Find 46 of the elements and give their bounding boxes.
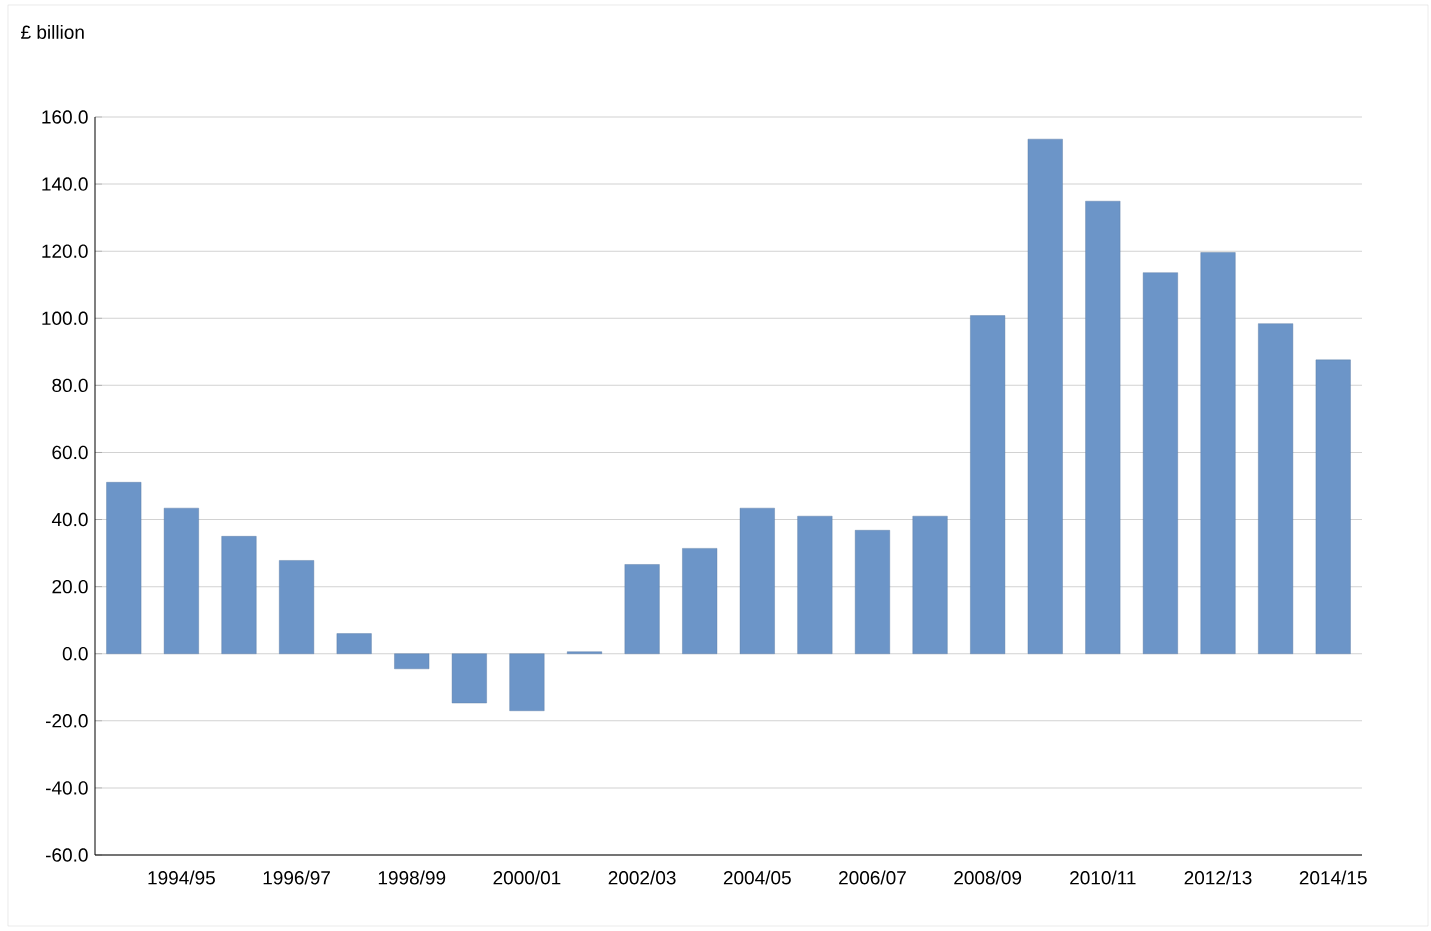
y-tick-label: 80.0 bbox=[52, 378, 88, 393]
x-tick-label: 1998/99 bbox=[378, 870, 446, 885]
bar bbox=[1027, 138, 1063, 654]
bar bbox=[509, 653, 545, 711]
y-tick-label: 20.0 bbox=[52, 579, 88, 594]
x-tick-label: 2006/07 bbox=[839, 870, 906, 885]
bar bbox=[451, 653, 487, 704]
y-tick-label: 0.0 bbox=[62, 647, 88, 661]
bar bbox=[1200, 252, 1236, 654]
bar bbox=[106, 482, 142, 654]
y-tick-label: 40.0 bbox=[51, 512, 88, 527]
x-tick-label: 2008/09 bbox=[954, 870, 1022, 885]
y-tick-label: 100.0 bbox=[42, 311, 88, 325]
bar bbox=[221, 536, 257, 654]
y-tick-label: 160.0 bbox=[42, 110, 88, 124]
x-tick-label: 1996/97 bbox=[263, 870, 330, 885]
bar bbox=[1258, 323, 1294, 654]
bar bbox=[970, 315, 1006, 654]
x-tick-label: 2000/01 bbox=[493, 870, 561, 885]
x-tick-label: 2004/05 bbox=[723, 870, 791, 885]
x-tick-label: 1994/95 bbox=[148, 870, 215, 885]
bar bbox=[394, 653, 430, 670]
y-tick-label: -20.0 bbox=[46, 714, 88, 728]
bar bbox=[1085, 200, 1121, 654]
bar bbox=[912, 515, 948, 654]
bar bbox=[163, 507, 199, 654]
bar bbox=[855, 530, 890, 654]
bar bbox=[797, 515, 833, 654]
y-tick-label: -40.0 bbox=[46, 781, 88, 795]
bar bbox=[624, 564, 660, 654]
bar bbox=[279, 560, 315, 654]
bar bbox=[1315, 359, 1351, 654]
y-tick-label: 140.0 bbox=[42, 177, 88, 191]
bar bbox=[682, 548, 718, 654]
y-axis-title: £ billion bbox=[21, 25, 84, 39]
x-tick-label: 2012/13 bbox=[1184, 870, 1252, 885]
x-tick-label: 2002/03 bbox=[608, 870, 676, 885]
x-tick-label: 2014/15 bbox=[1299, 870, 1367, 885]
y-tick-label: 120.0 bbox=[42, 244, 88, 258]
bar bbox=[1142, 272, 1178, 654]
bar bbox=[567, 651, 602, 654]
y-tick-label: 60.0 bbox=[52, 445, 88, 460]
x-tick-label: 2010/11 bbox=[1070, 870, 1136, 885]
y-tick-label: -60.0 bbox=[46, 848, 88, 862]
bar bbox=[336, 633, 372, 654]
bar bbox=[739, 507, 775, 654]
